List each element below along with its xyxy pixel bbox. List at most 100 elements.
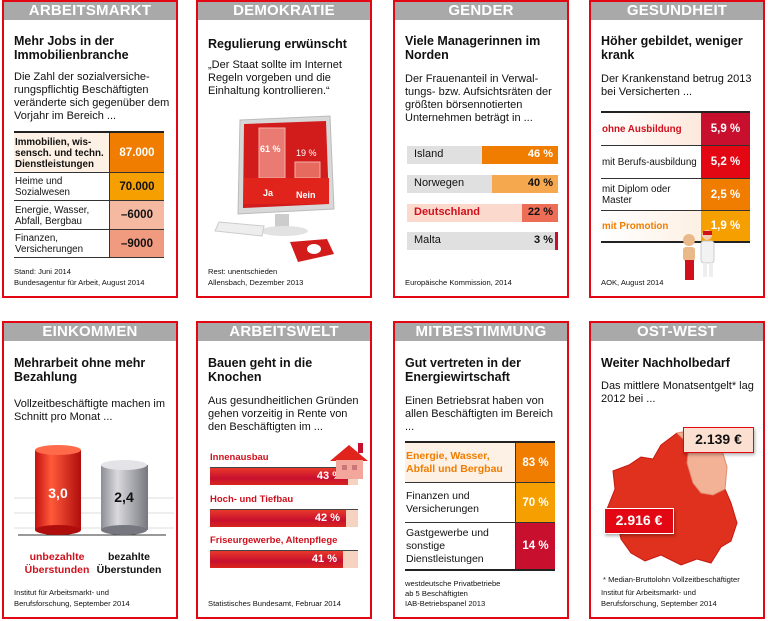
row-value: 5,9 % [701, 113, 750, 145]
card-title: Mehr Jobs in der Immobilienbranche [14, 34, 129, 62]
card-text: „Der Staat sollte im Internet Regeln vor… [208, 59, 342, 97]
card-einkommen: EINKOMMEN Mehrarbeit ohne mehr Bezahlung… [2, 321, 178, 619]
card-text: Die Zahl der sozialversiche-rungspflicht… [14, 71, 170, 122]
row-value: –9000 [109, 230, 164, 257]
card-demokratie: DEMOKRATIE Regulierung erwünscht „Der St… [196, 0, 372, 298]
row-value: 70.000 [109, 173, 164, 200]
cylinder-unbezahlt [35, 445, 81, 535]
row-label: Heime und Sozialwesen [15, 176, 71, 198]
bar-value: 41 % [311, 553, 337, 565]
card-mitbestimmung: MITBESTIMMUNG Gut vertreten in der Energ… [393, 321, 569, 619]
house-icon [330, 443, 368, 479]
monitor-illustration: 61 % 19 % Ja Nein [214, 115, 335, 262]
row-value: 14 % [515, 523, 555, 569]
row-value: 83 % [515, 443, 555, 482]
footnote: Stand: Juni 2014 [14, 267, 71, 276]
row-label: Gastgewerbe und sonstige Dienstleistunge… [406, 527, 489, 565]
row-label: mit Diplom oder Master [602, 184, 671, 206]
bar-fill [522, 204, 558, 222]
table-row: Finanzen, Versicherungen –9000 [14, 230, 164, 258]
source-text: Europäische Kommission, 2014 [405, 278, 512, 287]
card-title: Mehrarbeit ohne mehr Bezahlung [14, 356, 146, 384]
bar-deutschland: Deutschland 22 % [407, 204, 558, 222]
source: Institut für Arbeitsmarkt- und Berufsfors… [14, 587, 179, 609]
card-title: Weiter Nachholbedarf [601, 356, 730, 370]
card-header: ARBEITSMARKT [4, 2, 176, 20]
bar-value: 22 % [527, 206, 553, 218]
row-value: 5,2 % [701, 146, 750, 178]
bar-value: 42 % [314, 512, 340, 524]
row-value: 70 % [515, 483, 555, 522]
bar-label: Innenausbau [210, 452, 269, 463]
row-value: 2,5 % [701, 179, 750, 210]
card-gender: GENDER Viele Managerinnen im Norden Der … [393, 0, 569, 298]
source-text: IAB-Betriebspanel 2013 [405, 599, 486, 608]
table-row: Heime und Sozialwesen 70.000 [14, 173, 164, 201]
source: Statistisches Bundesamt, Februar 2014 [208, 598, 373, 609]
bar-island: Island 46 % [407, 146, 558, 164]
jobs-table: Immobilien, wis-sensch. und techn. Diens… [14, 131, 164, 258]
card-text: Aus gesundheitlichen Gründen gehen vorze… [208, 395, 359, 433]
footnote: westdeutsche Privatbetriebe [405, 579, 501, 588]
source-text: AOK, August 2014 [601, 278, 664, 287]
bar-innenausbau: 43 % [210, 467, 358, 485]
card-ost-west: OST-WEST Weiter Nachholbedarf Das mittle… [589, 321, 765, 619]
table-row: Finanzen und Versicherungen 70 % [405, 483, 555, 523]
source: Institut für Arbeitsmarkt- und Berufsfors… [601, 587, 766, 609]
row-label: Energie, Wasser, Abfall, Bergbau [15, 204, 90, 227]
bar-value: 40 % [527, 177, 553, 189]
table-row: mit Berufs-ausbildung 5,2 % [601, 146, 750, 179]
source-text: Statistisches Bundesamt, Februar 2014 [208, 599, 341, 608]
row-value: –6000 [109, 201, 164, 229]
table-row: Gastgewerbe und sonstige Dienstleistunge… [405, 523, 555, 571]
table-row: mit Diplom oder Master 2,5 % [601, 179, 750, 211]
card-header: ARBEITSWELT [198, 323, 370, 341]
source-text: Institut für Arbeitsmarkt- und [14, 588, 109, 597]
source: Europäische Kommission, 2014 [405, 277, 570, 288]
bar-label: Friseurgewerbe, Altenpflege [210, 535, 338, 546]
card-text: Einen Betriebsrat haben von allen Beschä… [405, 395, 553, 433]
source-text: Berufsforschung, September 2014 [601, 599, 717, 608]
bar-label: Deutschland [414, 206, 481, 218]
bar-label: Hoch- und Tiefbau [210, 494, 294, 505]
source-text: Bundesagentur für Arbeit, August 2014 [14, 278, 145, 287]
card-title: Viele Managerinnen im Norden [405, 34, 541, 62]
source: westdeutsche Privatbetriebe ab 5 Beschäft… [405, 579, 570, 609]
card-text: Der Krankenstand betrug 2013 bei Versich… [601, 73, 752, 98]
bar-label: Island [414, 148, 444, 160]
table-row: Energie, Wasser, Abfall und Bergbau 83 % [405, 443, 555, 483]
bar-fill [210, 551, 343, 568]
label-unbezahlt: unbezahlte Überstunden [24, 551, 90, 576]
card-header: OST-WEST [591, 323, 763, 341]
card-header: EINKOMMEN [4, 323, 176, 341]
bar-label: Norwegen [414, 177, 465, 189]
value-bezahlt: 2,4 [114, 489, 134, 505]
card-header: MITBESTIMMUNG [395, 323, 567, 341]
table-row: Immobilien, wis-sensch. und techn. Diens… [14, 133, 164, 173]
bar-fill [482, 146, 558, 164]
card-title: Gut vertreten in der Energiewirtschaft [405, 356, 521, 384]
value-nein: 19 % [296, 148, 317, 158]
row-label: Finanzen und Versicherungen [406, 490, 479, 515]
card-arbeitswelt: ARBEITSWELT Bauen geht in die Knochen Au… [196, 321, 372, 619]
row-label: Immobilien, wis-sensch. und techn. Diens… [14, 133, 109, 172]
card-header: GESUNDHEIT [591, 2, 763, 20]
card-arbeitsmarkt: ARBEITSMARKT Mehr Jobs in der Immobilien… [2, 0, 178, 298]
east-value-badge: 2.139 € [683, 427, 754, 453]
table-row: ohne Ausbildung 5,9 % [601, 113, 750, 146]
source-text: Institut für Arbeitsmarkt- und [601, 588, 696, 597]
value-unbezahlt: 3,0 [48, 485, 68, 501]
card-title: Bauen geht in die Knochen [208, 356, 313, 384]
bar-value: 46 % [527, 148, 553, 160]
bar-fill [210, 468, 348, 485]
source: AOK, August 2014 [601, 277, 766, 288]
west-value-badge: 2.916 € [604, 508, 674, 534]
bar-norwegen: Norwegen 40 % [407, 175, 558, 193]
label-ja: Ja [263, 188, 274, 198]
footnote: * Median-Bruttolohn Vollzeitbeschäftigte… [603, 575, 740, 584]
card-title: Höher gebildet, weniger krank [601, 34, 743, 62]
footnote: Rest: unentschieden [208, 267, 278, 276]
bar-fill [555, 232, 558, 250]
footnote: ab 5 Beschäftigten [405, 589, 468, 598]
label-bezahlt: bezahlte Überstunden [96, 551, 162, 576]
